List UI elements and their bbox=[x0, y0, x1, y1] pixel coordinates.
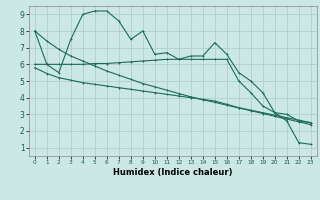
X-axis label: Humidex (Indice chaleur): Humidex (Indice chaleur) bbox=[113, 168, 233, 177]
